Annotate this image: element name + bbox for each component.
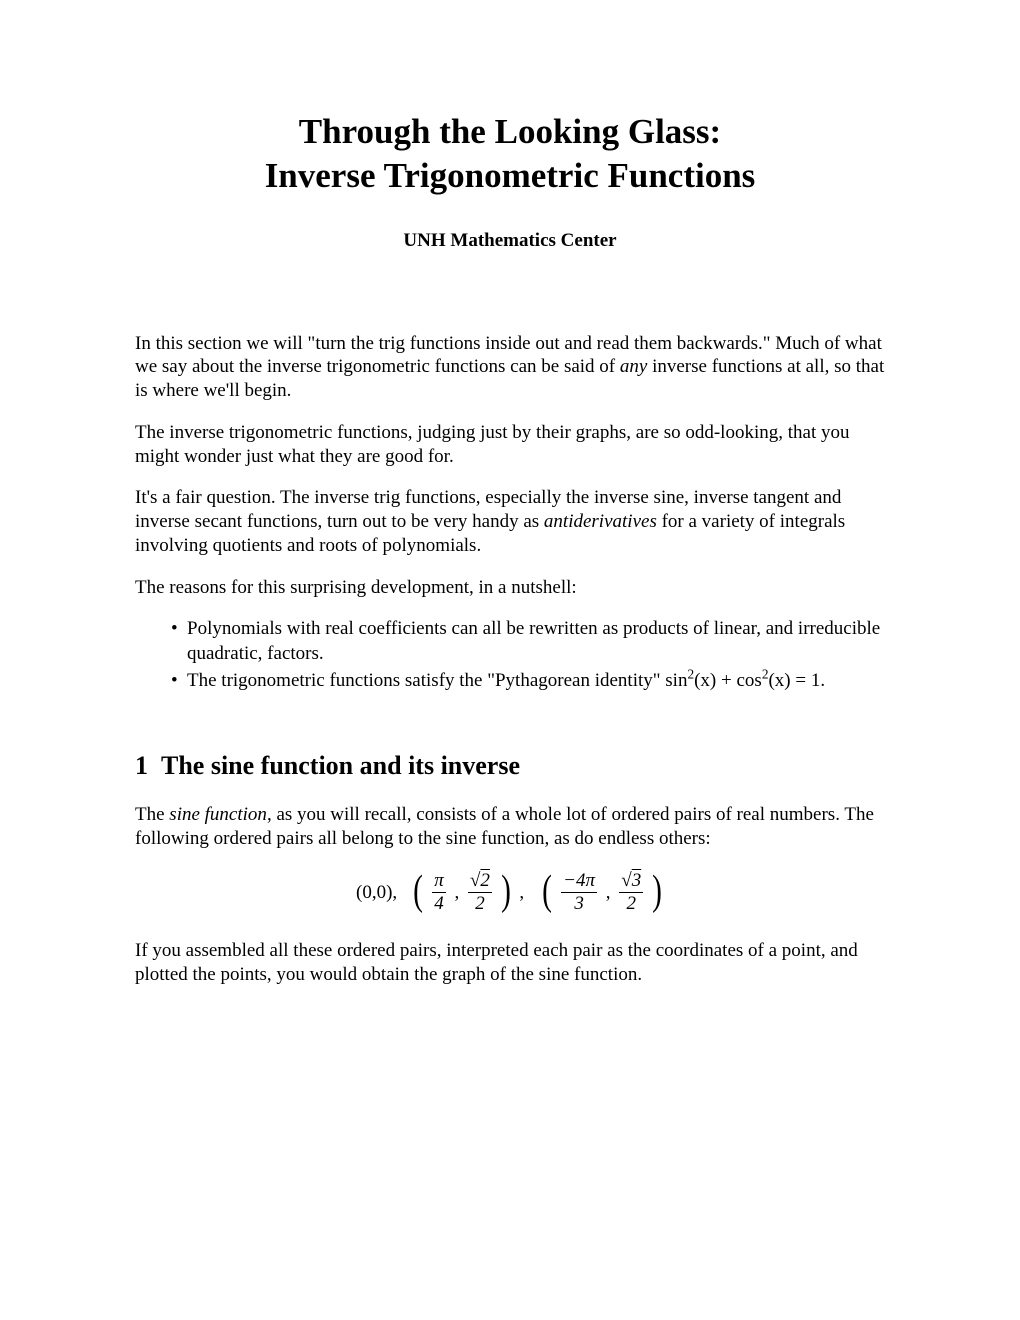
paren-close-icon: ): [652, 869, 662, 913]
text-run: (x) = 1.: [768, 670, 825, 691]
comma: ,: [606, 882, 611, 904]
intro-paragraph-1: In this section we will "turn the trig f…: [135, 332, 885, 403]
document-title: Through the Looking Glass: Inverse Trigo…: [135, 110, 885, 198]
section-number: 1: [135, 751, 148, 780]
fraction: −4π 3: [561, 871, 597, 915]
emphasis: any: [620, 356, 647, 377]
section-title: The sine function and its inverse: [161, 751, 520, 780]
numerator: √2: [468, 871, 492, 893]
emphasis: sine function: [169, 804, 267, 825]
denominator: 3: [561, 893, 597, 915]
text-run: The trigonometric functions satisfy the …: [187, 670, 687, 691]
numerator: −4π: [561, 871, 597, 893]
math-display-ordered-pairs: (0,0), ( π 4 , √2 2 ) , ( −4π 3 , √3 2 ): [135, 871, 885, 915]
list-item: The trigonometric functions satisfy the …: [171, 669, 885, 694]
title-line-1: Through the Looking Glass:: [135, 110, 885, 154]
denominator: 4: [432, 893, 446, 915]
paren-close-icon: ): [501, 869, 511, 913]
numerator: π: [432, 871, 446, 893]
denominator: 2: [468, 893, 492, 915]
list-item: Polynomials with real coefficients can a…: [171, 617, 885, 666]
fraction: π 4: [432, 871, 446, 915]
section1-paragraph-2: If you assembled all these ordered pairs…: [135, 939, 885, 987]
text-run: (x) + cos: [694, 670, 762, 691]
intro-paragraph-2: The inverse trigonometric functions, jud…: [135, 421, 885, 469]
paren-open-icon: (: [414, 869, 424, 913]
intro-paragraph-3: It's a fair question. The inverse trig f…: [135, 486, 885, 557]
comma: ,: [454, 882, 459, 904]
fraction: √2 2: [468, 871, 492, 915]
intro-paragraph-4: The reasons for this surprising developm…: [135, 576, 885, 600]
fraction: √3 2: [619, 871, 643, 915]
title-line-2: Inverse Trigonometric Functions: [135, 154, 885, 198]
text-run: The: [135, 804, 169, 825]
bullet-list: Polynomials with real coefficients can a…: [135, 617, 885, 693]
section-heading-1: 1 The sine function and its inverse: [135, 751, 885, 781]
section1-paragraph-1: The sine function, as you will recall, c…: [135, 803, 885, 851]
denominator: 2: [619, 893, 643, 915]
emphasis: antiderivatives: [544, 511, 657, 532]
numerator: √3: [619, 871, 643, 893]
comma: ,: [519, 882, 524, 904]
pair-1: (0,0),: [356, 882, 397, 904]
paren-open-icon: (: [543, 869, 553, 913]
document-subtitle: UNH Mathematics Center: [135, 230, 885, 252]
